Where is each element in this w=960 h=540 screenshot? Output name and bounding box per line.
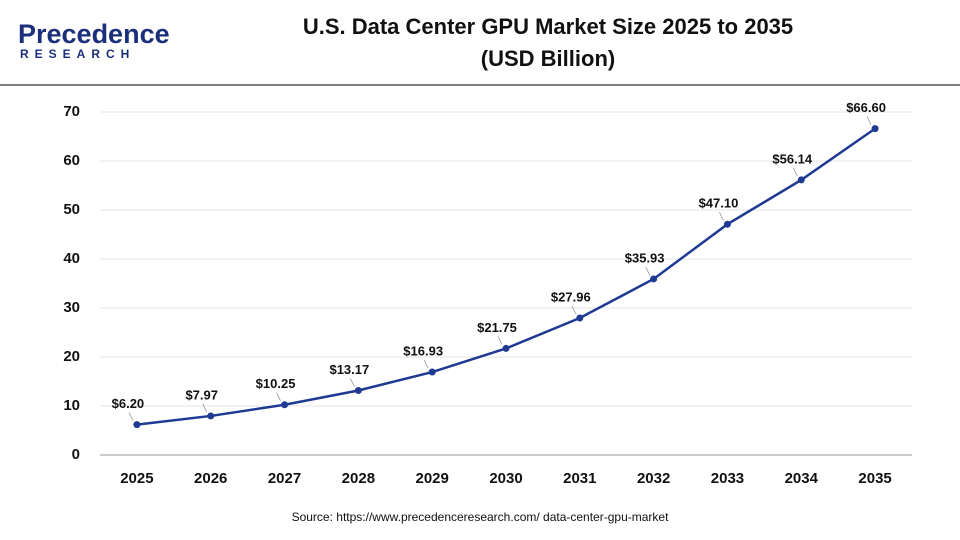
x-tick-label: 2035 <box>858 470 891 487</box>
x-tick-label: 2034 <box>785 470 819 487</box>
chart-subtitle: (USD Billion) <box>481 46 615 71</box>
label-leader <box>202 403 208 413</box>
y-tick-label: 60 <box>63 152 80 169</box>
data-point <box>281 401 289 409</box>
data-point <box>576 314 584 322</box>
y-tick-label: 10 <box>63 397 80 414</box>
x-tick-label: 2030 <box>489 470 522 487</box>
label-leader <box>276 392 281 401</box>
data-point <box>133 421 141 429</box>
data-label: $13.17 <box>329 362 369 377</box>
data-label: $10.25 <box>256 376 296 391</box>
data-point <box>871 125 879 133</box>
x-tick-label: 2028 <box>342 470 375 487</box>
label-leader <box>571 305 577 315</box>
data-label: $56.14 <box>772 151 813 166</box>
label-leader <box>792 167 798 177</box>
label-leader <box>350 378 355 387</box>
x-tick-label: 2026 <box>194 470 227 487</box>
data-label: $27.96 <box>551 289 591 304</box>
label-leader <box>128 412 134 421</box>
data-point <box>354 386 362 394</box>
data-point <box>502 344 510 352</box>
x-tick-label: 2027 <box>268 470 301 487</box>
data-label: $66.60 <box>846 100 886 115</box>
data-point <box>650 275 658 283</box>
label-leader <box>423 359 429 369</box>
label-leader <box>866 116 872 125</box>
x-tick-label: 2031 <box>563 470 596 487</box>
data-label: $6.20 <box>112 396 145 411</box>
y-tick-label: 40 <box>63 250 80 267</box>
data-point <box>797 176 805 184</box>
x-tick-label: 2029 <box>415 470 448 487</box>
data-point <box>428 368 436 376</box>
data-label: $21.75 <box>477 320 517 335</box>
y-tick-label: 0 <box>72 446 80 463</box>
data-label: $35.93 <box>625 250 665 265</box>
data-point <box>207 412 215 420</box>
label-leader <box>645 266 650 276</box>
y-tick-label: 50 <box>63 201 80 218</box>
data-label: $16.93 <box>403 343 443 358</box>
data-label: $7.97 <box>185 387 218 402</box>
data-point <box>723 220 731 228</box>
label-leader <box>497 336 503 345</box>
x-tick-label: 2033 <box>711 470 744 487</box>
y-tick-label: 20 <box>63 348 80 365</box>
label-leader <box>719 212 724 221</box>
chart-title: U.S. Data Center GPU Market Size 2025 to… <box>303 14 793 39</box>
y-tick-label: 30 <box>63 299 80 316</box>
x-tick-label: 2025 <box>120 470 153 487</box>
logo-tagline: RESEARCH <box>20 47 135 61</box>
x-tick-label: 2032 <box>637 470 670 487</box>
source-note: Source: https://www.precedenceresearch.c… <box>292 510 670 524</box>
data-label: $47.10 <box>699 196 739 211</box>
logo-name: Precedence <box>18 19 170 49</box>
y-tick-label: 70 <box>63 103 80 120</box>
